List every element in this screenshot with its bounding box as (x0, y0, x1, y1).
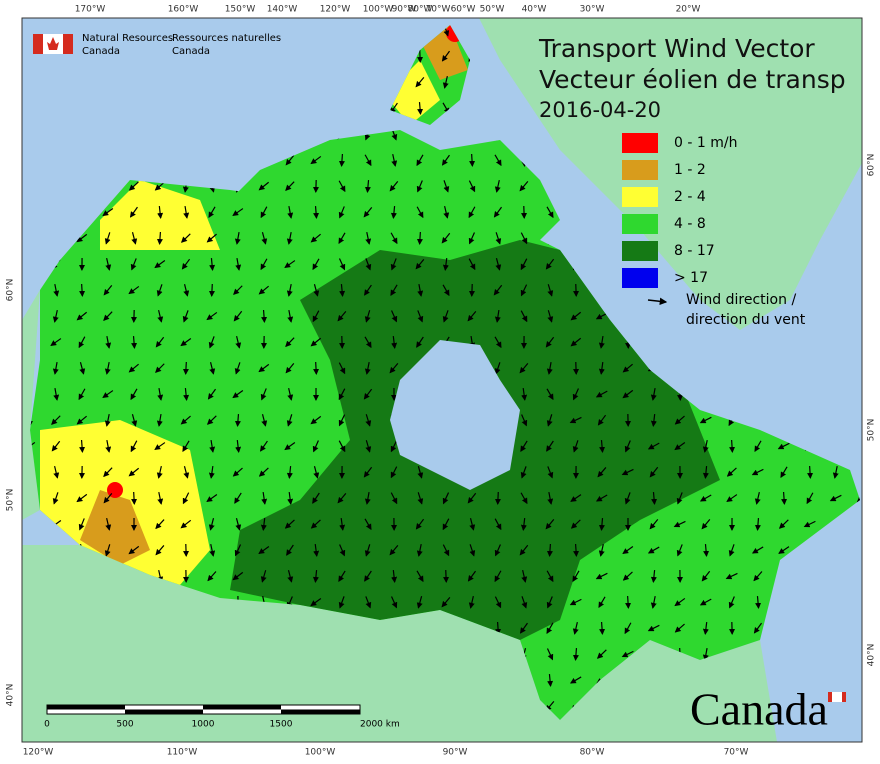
legend-swatch (622, 133, 658, 153)
legend-label: > 17 (674, 270, 708, 286)
wind-arrow (576, 544, 577, 556)
wind-arrow (160, 232, 161, 244)
lon-label: 120°W (23, 748, 54, 758)
lon-label: 20°W (676, 5, 701, 15)
flag-bar (828, 692, 832, 702)
legend-label: 0 - 1 m/h (674, 135, 737, 151)
legend-label: 4 - 8 (674, 216, 706, 232)
lon-label: 100°W (363, 5, 394, 15)
scale-label: 2000 km (360, 720, 400, 730)
title: Transport Wind Vector (538, 34, 815, 63)
lat-label: 40°N (6, 684, 16, 707)
legend-label: 2 - 4 (674, 189, 706, 205)
title: Vecteur éolien de transp (539, 65, 846, 94)
wind-arrow (420, 50, 421, 62)
flag-bar (33, 34, 43, 54)
lon-label: 40°W (522, 5, 547, 15)
wind-arrow (420, 232, 421, 244)
lon-label: 150°W (225, 5, 256, 15)
lon-label: 140°W (267, 5, 298, 15)
wind-arrow (212, 284, 213, 296)
agency-en: Natural Resources (82, 33, 173, 44)
legend-arrow-label: Wind direction / (686, 292, 796, 308)
agency-fr: Ressources naturelles (172, 33, 281, 44)
wind-arrow (82, 284, 83, 296)
lon-label: 70°W (426, 5, 451, 15)
wind-arrow (550, 544, 551, 556)
legend-arrow-label: direction du vent (686, 312, 806, 328)
wind-arrow (134, 492, 135, 504)
lon-label: 100°W (305, 748, 336, 758)
legend-label: 8 - 17 (674, 243, 715, 259)
lon-label: 50°W (480, 5, 505, 15)
wind-arrow (472, 154, 473, 166)
wordmark: Canada (690, 684, 846, 735)
wind-arrow (602, 622, 603, 634)
scale-seg (203, 705, 281, 710)
lon-label: 30°W (580, 5, 605, 15)
date: 2016-04-20 (539, 98, 661, 122)
lon-label: 90°W (443, 748, 468, 758)
agency-en: Canada (82, 46, 120, 57)
legend-swatch (622, 268, 658, 288)
flag-bar (63, 34, 73, 54)
lon-label: 160°W (168, 5, 199, 15)
wind-arrow (186, 362, 187, 374)
legend-swatch (622, 187, 658, 207)
canada-wordmark: Canada (690, 684, 828, 735)
wind-arrow (342, 154, 343, 166)
scale-seg (281, 710, 360, 715)
lon-label: 170°W (75, 5, 106, 15)
wind-arrow (732, 440, 733, 452)
scale-label: 1000 (192, 720, 215, 730)
lon-label: 80°W (580, 748, 605, 758)
flag-bar (842, 692, 846, 702)
legend-label: 1 - 2 (674, 162, 706, 178)
legend-swatch (622, 160, 658, 180)
lat-label: 50°N (6, 489, 16, 512)
lat-label: 60°N (6, 279, 16, 302)
wind-arrow (316, 362, 317, 374)
wind-arrow (628, 596, 629, 608)
lon-label: 70°W (724, 748, 749, 758)
scale-label: 0 (44, 720, 50, 730)
wind-arrow (810, 466, 811, 478)
wind-arrow (498, 492, 499, 504)
legend-swatch (622, 241, 658, 261)
scale-seg (47, 705, 125, 710)
scale-seg (125, 710, 203, 715)
lon-label: 120°W (320, 5, 351, 15)
lat-label: 40°N (867, 644, 877, 667)
scale-label: 1500 (270, 720, 293, 730)
lat-label: 60°N (867, 154, 877, 177)
lon-label: 60°W (451, 5, 476, 15)
lon-label: 110°W (167, 748, 198, 758)
legend-swatch (622, 214, 658, 234)
lat-label: 50°N (867, 419, 877, 442)
wind-arrow (784, 492, 785, 504)
scale-label: 500 (116, 720, 133, 730)
agency-fr: Canada (172, 46, 210, 57)
